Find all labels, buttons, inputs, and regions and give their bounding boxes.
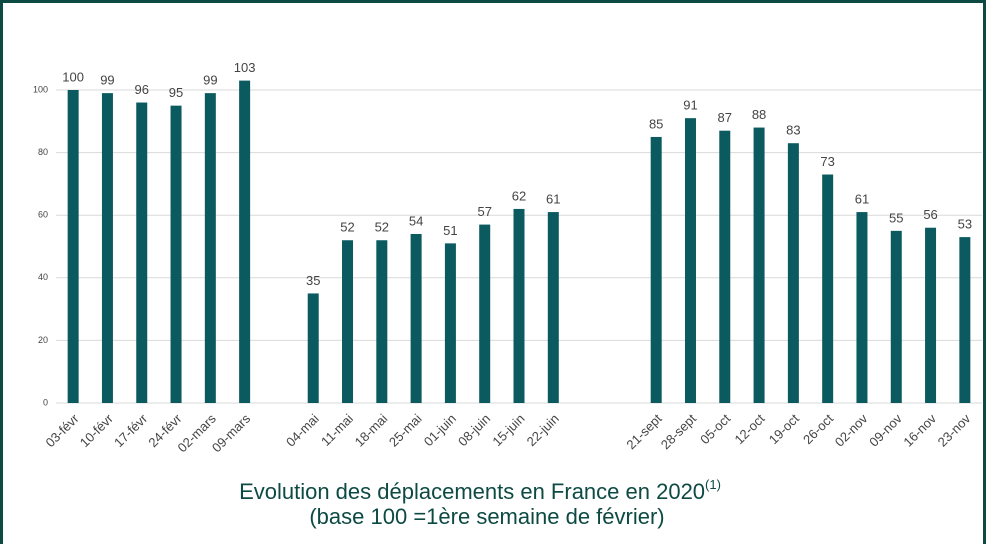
value-label: 99 [203,73,217,88]
x-tick-label: 11-mai [318,411,356,449]
bar [650,136,662,403]
x-tick-label: 26-oct [800,411,836,447]
bar [890,230,902,403]
value-label: 85 [649,116,663,131]
bar [67,90,79,403]
title-note: (1) [705,477,721,492]
bar [856,212,868,403]
bar [822,174,834,403]
x-tick-label: 19-oct [766,411,802,447]
bar [787,143,799,403]
bar [239,80,251,404]
x-tick-label: 03-févr [42,410,82,450]
value-label: 99 [100,73,114,88]
value-label: 51 [443,223,457,238]
chart-subtitle: (base 100 =1ère semaine de février) [309,504,664,529]
value-label: 96 [135,82,149,97]
bar [925,227,937,403]
x-tick-label: 09-mars [209,411,254,456]
x-tick-label: 21-sept [623,411,665,453]
x-tick-label: 05-oct [697,411,733,447]
value-label: 53 [958,217,972,232]
bar [204,93,216,403]
title-text: Evolution des déplacements en France en … [239,479,705,504]
x-tick-label: 04-mai [283,411,322,450]
y-tick-label: 60 [38,210,48,220]
value-label: 52 [340,220,354,235]
bar [170,105,182,404]
value-label: 95 [169,85,183,100]
x-tick-label: 23-nov [935,411,974,450]
bar [307,293,319,403]
x-tick-label: 25-mai [386,411,425,450]
value-label: 87 [718,110,732,125]
x-tick-label: 15-juin [489,411,527,449]
x-tick-label: 08-juin [455,411,493,449]
x-tick-label: 09-nov [866,411,905,450]
bar [136,102,148,404]
x-tick-label: 16-nov [900,411,939,450]
value-label: 62 [512,188,526,203]
bar [376,240,388,403]
y-tick-label: 80 [38,147,48,157]
x-tick-label: 01-juin [421,411,459,449]
x-tick-label: 28-sept [658,411,700,453]
x-tick-label: 02-nov [832,411,871,450]
bar [410,233,422,403]
y-tick-label: 100 [33,84,48,94]
value-label: 55 [889,210,903,225]
bar [513,208,525,403]
value-label: 54 [409,213,423,228]
bar [342,240,354,403]
bar [959,237,971,403]
bar [101,93,113,403]
value-label: 61 [546,192,560,207]
bar [444,243,456,403]
value-label: 61 [855,192,869,207]
chart-title: Evolution des déplacements en France en … [239,477,721,503]
value-label: 52 [375,220,389,235]
value-label: 57 [477,204,491,219]
bar [684,118,696,404]
value-label: 73 [820,154,834,169]
value-label: 35 [306,273,320,288]
x-tick-label: 10-févr [77,410,117,450]
y-tick-label: 20 [38,335,48,345]
value-label: 88 [752,107,766,122]
bar [547,212,559,403]
value-label: 91 [683,98,697,113]
x-tick-label: 12-oct [731,411,767,447]
value-label: 100 [62,69,84,84]
bar [719,130,731,403]
y-tick-label: 40 [38,272,48,282]
x-tick-label: 17-févr [111,410,151,450]
bar [753,127,765,403]
value-label: 103 [234,60,256,75]
value-label: 56 [923,207,937,222]
bar [479,224,491,403]
value-label: 83 [786,123,800,138]
x-tick-label: 22-juin [524,411,562,449]
y-tick-label: 0 [43,397,48,407]
x-tick-label: 18-mai [352,411,391,450]
